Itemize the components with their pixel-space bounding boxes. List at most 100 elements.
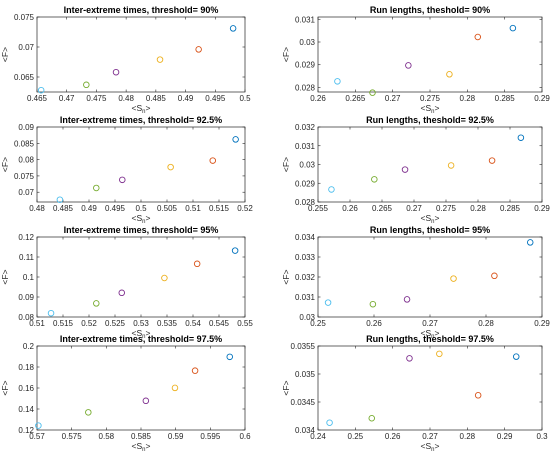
y-axis-label: <F> bbox=[281, 269, 291, 284]
axes-box bbox=[317, 16, 543, 93]
x-axis-label-main: <S bbox=[421, 441, 432, 451]
axes-box bbox=[36, 16, 246, 93]
data-point bbox=[167, 163, 174, 171]
x-tick-label: 0.585 bbox=[131, 432, 152, 441]
y-tick-label: 0.029 bbox=[295, 61, 316, 70]
x-axis-label-sub: n bbox=[142, 219, 145, 225]
x-tick-label: 0.485 bbox=[53, 204, 74, 213]
x-axis-label-main: <S bbox=[132, 213, 143, 223]
x-axis-label-main: <S bbox=[421, 103, 432, 113]
x-tick-label: 0.285 bbox=[500, 204, 521, 213]
data-point bbox=[512, 353, 520, 360]
x-tick-label: 0.48 bbox=[118, 94, 134, 103]
x-tick-label: 0.55 bbox=[237, 319, 253, 328]
x-tick-label: 0.515 bbox=[209, 204, 230, 213]
x-tick-label: 0.255 bbox=[308, 204, 329, 213]
x-axis-label: <Sn> bbox=[421, 441, 440, 453]
y-tick-label: 0.028 bbox=[295, 83, 316, 92]
data-point bbox=[142, 397, 150, 405]
y-tick-label: 0.031 bbox=[295, 15, 316, 24]
y-axis-label: <F> bbox=[281, 47, 291, 62]
data-point bbox=[509, 24, 517, 32]
y-tick-label: 0.033 bbox=[295, 253, 316, 262]
y-tick-label: 0.029 bbox=[295, 179, 316, 188]
subplot-1: 0.465 0.47 0.475 0.48 0.485 0.49 0.495 0.5 0.065… bbox=[0, 5, 251, 115]
y-tick-label: 0.18 bbox=[18, 363, 34, 372]
x-axis-label-end: > bbox=[435, 213, 440, 223]
y-tick-label: 0.034 bbox=[295, 426, 316, 435]
data-point bbox=[447, 162, 455, 169]
axes-box bbox=[36, 126, 246, 203]
x-tick-label: 0.465 bbox=[27, 94, 48, 103]
data-point bbox=[191, 367, 199, 374]
y-tick-label: 0.11 bbox=[19, 253, 35, 262]
x-tick-label: 0.51 bbox=[29, 319, 45, 328]
x-tick-label: 0.47 bbox=[59, 94, 75, 103]
y-tick-label: 0.12 bbox=[18, 233, 34, 242]
data-point bbox=[171, 384, 179, 392]
x-axis-label-main: <S bbox=[132, 441, 143, 451]
data-point bbox=[156, 56, 164, 63]
x-axis-label-sub: n bbox=[142, 109, 145, 115]
data-point bbox=[324, 299, 332, 306]
x-tick-label: 0.27 bbox=[422, 432, 438, 441]
subplot-5: 0.51 0.515 0.52 0.525 0.53 0.535 0.54 0.545 0.55… bbox=[0, 225, 253, 340]
y-tick-label: 0.085 bbox=[14, 139, 35, 148]
data-point bbox=[193, 260, 201, 268]
chart-title: Inter-extreme times, threshold= 95% bbox=[64, 225, 219, 235]
x-tick-label: 0.27 bbox=[385, 94, 401, 103]
data-point bbox=[195, 46, 202, 53]
x-axis-label: <Sn> bbox=[421, 213, 440, 225]
x-tick-label: 0.265 bbox=[345, 94, 366, 103]
chart-title: Run lengths, theshold= 92.5% bbox=[366, 115, 494, 125]
data-point bbox=[526, 239, 534, 246]
chart-title: Run lengths, theshold= 90% bbox=[370, 5, 490, 15]
y-tick-label: 0.031 bbox=[295, 293, 316, 302]
x-axis-label-main: <S bbox=[132, 328, 143, 338]
chart-title: Inter-extreme times, threshold= 92.5% bbox=[60, 115, 222, 125]
x-tick-label: 0.52 bbox=[81, 319, 97, 328]
x-tick-label: 0.28 bbox=[460, 94, 476, 103]
x-tick-label: 0.28 bbox=[460, 432, 476, 441]
data-point bbox=[491, 272, 498, 280]
y-tick-label: 0.032 bbox=[295, 273, 316, 282]
x-tick-label: 0.27 bbox=[406, 204, 422, 213]
x-axis-label-end: > bbox=[146, 441, 151, 451]
subplot-6: 0.25 0.26 0.27 0.28 0.29 0.03 0.031 0.032 0.033 0… bbox=[281, 225, 550, 340]
x-tick-label: 0.48 bbox=[29, 204, 45, 213]
y-tick-label: 0.07 bbox=[18, 188, 34, 197]
y-tick-label: 0.03 bbox=[299, 313, 315, 322]
data-point bbox=[401, 166, 409, 173]
x-tick-label: 0.29 bbox=[534, 94, 550, 103]
data-point bbox=[369, 89, 376, 96]
data-point bbox=[112, 68, 120, 76]
x-tick-label: 0.485 bbox=[146, 94, 167, 103]
data-point bbox=[56, 196, 64, 203]
x-tick-label: 0.595 bbox=[200, 432, 221, 441]
data-point bbox=[118, 289, 126, 297]
x-axis-label: <Sn> bbox=[132, 441, 151, 453]
x-tick-label: 0.28 bbox=[470, 204, 486, 213]
x-axis-label-sub: n bbox=[431, 334, 434, 340]
y-tick-label: 0.03 bbox=[299, 161, 315, 170]
data-point bbox=[369, 300, 377, 308]
data-point bbox=[405, 62, 412, 69]
data-point bbox=[35, 422, 42, 429]
x-axis-label-end: > bbox=[146, 328, 151, 338]
data-point bbox=[161, 274, 168, 282]
x-tick-label: 0.6 bbox=[239, 432, 251, 441]
x-tick-label: 0.26 bbox=[342, 204, 358, 213]
x-tick-label: 0.515 bbox=[53, 319, 74, 328]
x-tick-label: 0.525 bbox=[105, 319, 126, 328]
x-tick-label: 0.26 bbox=[366, 319, 382, 328]
chart-title: Inter-extreme times, threshold= 97.5% bbox=[60, 334, 222, 344]
data-point bbox=[328, 186, 335, 193]
x-tick-label: 0.29 bbox=[534, 319, 550, 328]
y-tick-label: 0.09 bbox=[18, 123, 34, 132]
y-tick-label: 0.075 bbox=[14, 172, 35, 181]
data-point bbox=[119, 176, 126, 184]
data-point bbox=[474, 33, 482, 41]
x-tick-label: 0.275 bbox=[436, 204, 457, 213]
x-axis-label-main: <S bbox=[421, 328, 432, 338]
x-tick-label: 0.58 bbox=[99, 432, 115, 441]
